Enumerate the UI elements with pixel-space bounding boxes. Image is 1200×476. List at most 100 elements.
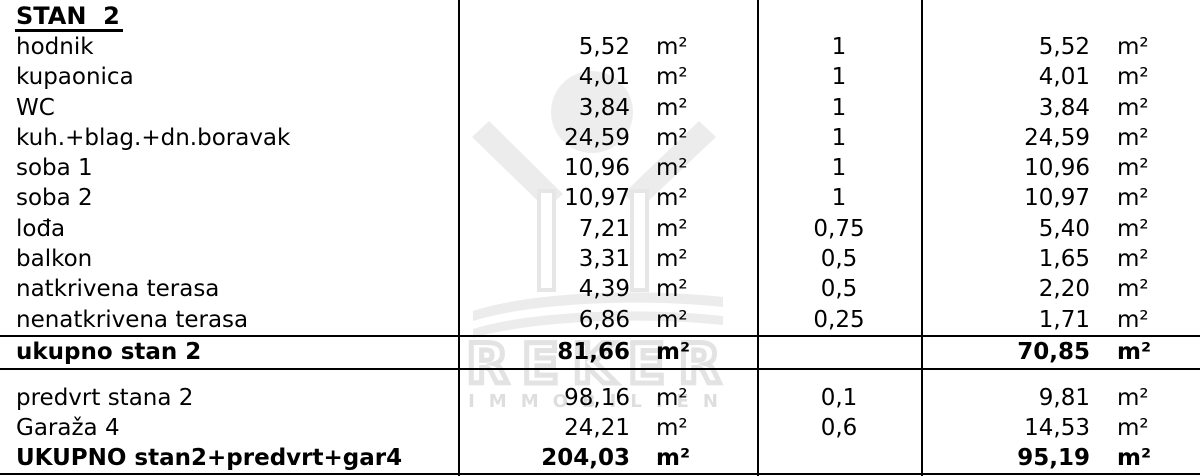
reduced-area-unit: m²	[1117, 306, 1149, 333]
reduced-area-value: 70,85	[1017, 338, 1090, 365]
total-row: ukupno stan 2 81,66 m² 70,85 m²	[0, 337, 1200, 368]
area-value: 6,86	[578, 306, 630, 333]
table-row: Garaža 4 24,21 m² 0,6 14,53 m²	[0, 413, 1200, 443]
reduced-area-unit: m²	[1117, 276, 1149, 303]
coefficient-value: 0,75	[813, 215, 865, 242]
reduced-area-value: 5,52	[1038, 34, 1090, 60]
area-value: 98,16	[564, 384, 630, 411]
reduced-area-unit: m²	[1117, 124, 1149, 151]
reduced-area-unit: m²	[1117, 246, 1149, 273]
area-value: 3,31	[578, 246, 630, 273]
room-label: nenatkrivena terasa	[16, 306, 249, 333]
area-unit: m²	[656, 64, 688, 91]
reduced-area-value: 10,96	[1024, 155, 1090, 182]
table-row: natkrivena terasa 4,39 m² 0,5 2,20 m²	[0, 274, 1200, 304]
reduced-area-value: 5,40	[1038, 215, 1090, 242]
room-label: UKUPNO stan2+predvrt+gar4	[16, 444, 403, 471]
table-row: lođa 7,21 m² 0,75 5,40 m²	[0, 214, 1200, 244]
area-value: 5,52	[578, 34, 630, 60]
area-value: 24,59	[564, 124, 630, 151]
reduced-area-unit: m²	[1117, 185, 1149, 212]
reduced-area-unit: m²	[1117, 94, 1149, 121]
area-unit: m²	[656, 276, 688, 303]
table-row: kuh.+blag.+dn.boravak 24,59 m² 1 24,59 m²	[0, 123, 1200, 153]
table-row: balkon 3,31 m² 0,5 1,65 m²	[0, 244, 1200, 274]
area-unit: m²	[656, 338, 691, 365]
column-divider-3	[921, 0, 923, 476]
area-unit: m²	[656, 444, 691, 471]
reduced-area-unit: m²	[1117, 64, 1149, 91]
section-title: STAN 2	[15, 3, 123, 32]
area-unit: m²	[656, 185, 688, 212]
reduced-area-value: 4,01	[1038, 64, 1090, 91]
room-label: predvrt stana 2	[16, 384, 194, 411]
room-label: Garaža 4	[16, 414, 120, 441]
area-unit: m²	[656, 384, 688, 411]
room-label: hodnik	[16, 34, 94, 60]
table-rule-2	[0, 367, 1200, 370]
area-unit: m²	[656, 215, 688, 242]
area-unit: m²	[656, 246, 688, 273]
table-rule-3	[0, 472, 1200, 475]
area-value: 10,96	[564, 155, 630, 182]
area-unit: m²	[656, 306, 688, 333]
area-value: 10,97	[564, 185, 630, 212]
coefficient-value: 1	[831, 34, 847, 60]
coefficient-value: 0,5	[820, 246, 858, 273]
room-label: kupaonica	[16, 64, 134, 91]
area-unit: m²	[656, 414, 688, 441]
room-label: kuh.+blag.+dn.boravak	[16, 124, 291, 151]
table-row: soba 1 10,96 m² 1 10,96 m²	[0, 153, 1200, 183]
room-label: ukupno stan 2	[16, 338, 202, 365]
area-value: 7,21	[578, 215, 630, 242]
reduced-area-unit: m²	[1117, 34, 1149, 60]
table-header-row: STAN 2	[0, 0, 1200, 32]
area-value: 4,39	[578, 276, 630, 303]
coefficient-value: 0,1	[820, 384, 858, 411]
column-divider-2	[757, 0, 759, 476]
area-value: 81,66	[557, 338, 630, 365]
room-label: soba 1	[16, 155, 93, 182]
reduced-area-unit: m²	[1117, 338, 1152, 365]
reduced-area-value: 3,84	[1038, 94, 1090, 121]
reduced-area-value: 14,53	[1024, 414, 1090, 441]
reduced-area-value: 95,19	[1017, 444, 1090, 471]
section-gap	[0, 370, 1200, 383]
reduced-area-unit: m²	[1117, 384, 1149, 411]
coefficient-value: 1	[831, 185, 847, 212]
area-value: 4,01	[578, 64, 630, 91]
reduced-area-unit: m²	[1117, 215, 1149, 242]
table-row: nenatkrivena terasa 6,86 m² 0,25 1,71 m²	[0, 305, 1200, 335]
area-value: 24,21	[564, 414, 630, 441]
reduced-area-value: 1,65	[1038, 246, 1090, 273]
area-value: 3,84	[578, 94, 630, 121]
table-body: hodnik 5,52 m² 1 5,52 m² kupaonica 4,01 m² 1 4,01 m…	[0, 32, 1200, 475]
coefficient-value: 1	[831, 94, 847, 121]
area-unit: m²	[656, 34, 688, 60]
reduced-area-value: 1,71	[1038, 306, 1090, 333]
room-label: natkrivena terasa	[16, 276, 220, 303]
reduced-area-value: 24,59	[1024, 124, 1090, 151]
reduced-area-value: 9,81	[1038, 384, 1090, 411]
reduced-area-unit: m²	[1117, 155, 1149, 182]
area-unit: m²	[656, 124, 688, 151]
coefficient-value: 1	[831, 155, 847, 182]
reduced-area-value: 10,97	[1024, 185, 1090, 212]
coefficient-value: 1	[831, 124, 847, 151]
room-label: WC	[16, 94, 55, 121]
coefficient-value: 0,5	[820, 276, 858, 303]
area-unit: m²	[656, 155, 688, 182]
total-row: UKUPNO stan2+predvrt+gar4 204,03 m² 95,19 m²	[0, 443, 1200, 473]
table-row: hodnik 5,52 m² 1 5,52 m²	[0, 32, 1200, 62]
area-value: 204,03	[541, 444, 630, 471]
table-row: soba 2 10,97 m² 1 10,97 m²	[0, 183, 1200, 213]
room-label: lođa	[16, 215, 66, 242]
reduced-area-unit: m²	[1117, 414, 1149, 441]
reduced-area-value: 2,20	[1038, 276, 1090, 303]
room-label: soba 2	[16, 185, 93, 212]
room-label: balkon	[16, 246, 93, 273]
table-row: predvrt stana 2 98,16 m² 0,1 9,81 m²	[0, 383, 1200, 413]
table-row: WC 3,84 m² 1 3,84 m²	[0, 93, 1200, 123]
